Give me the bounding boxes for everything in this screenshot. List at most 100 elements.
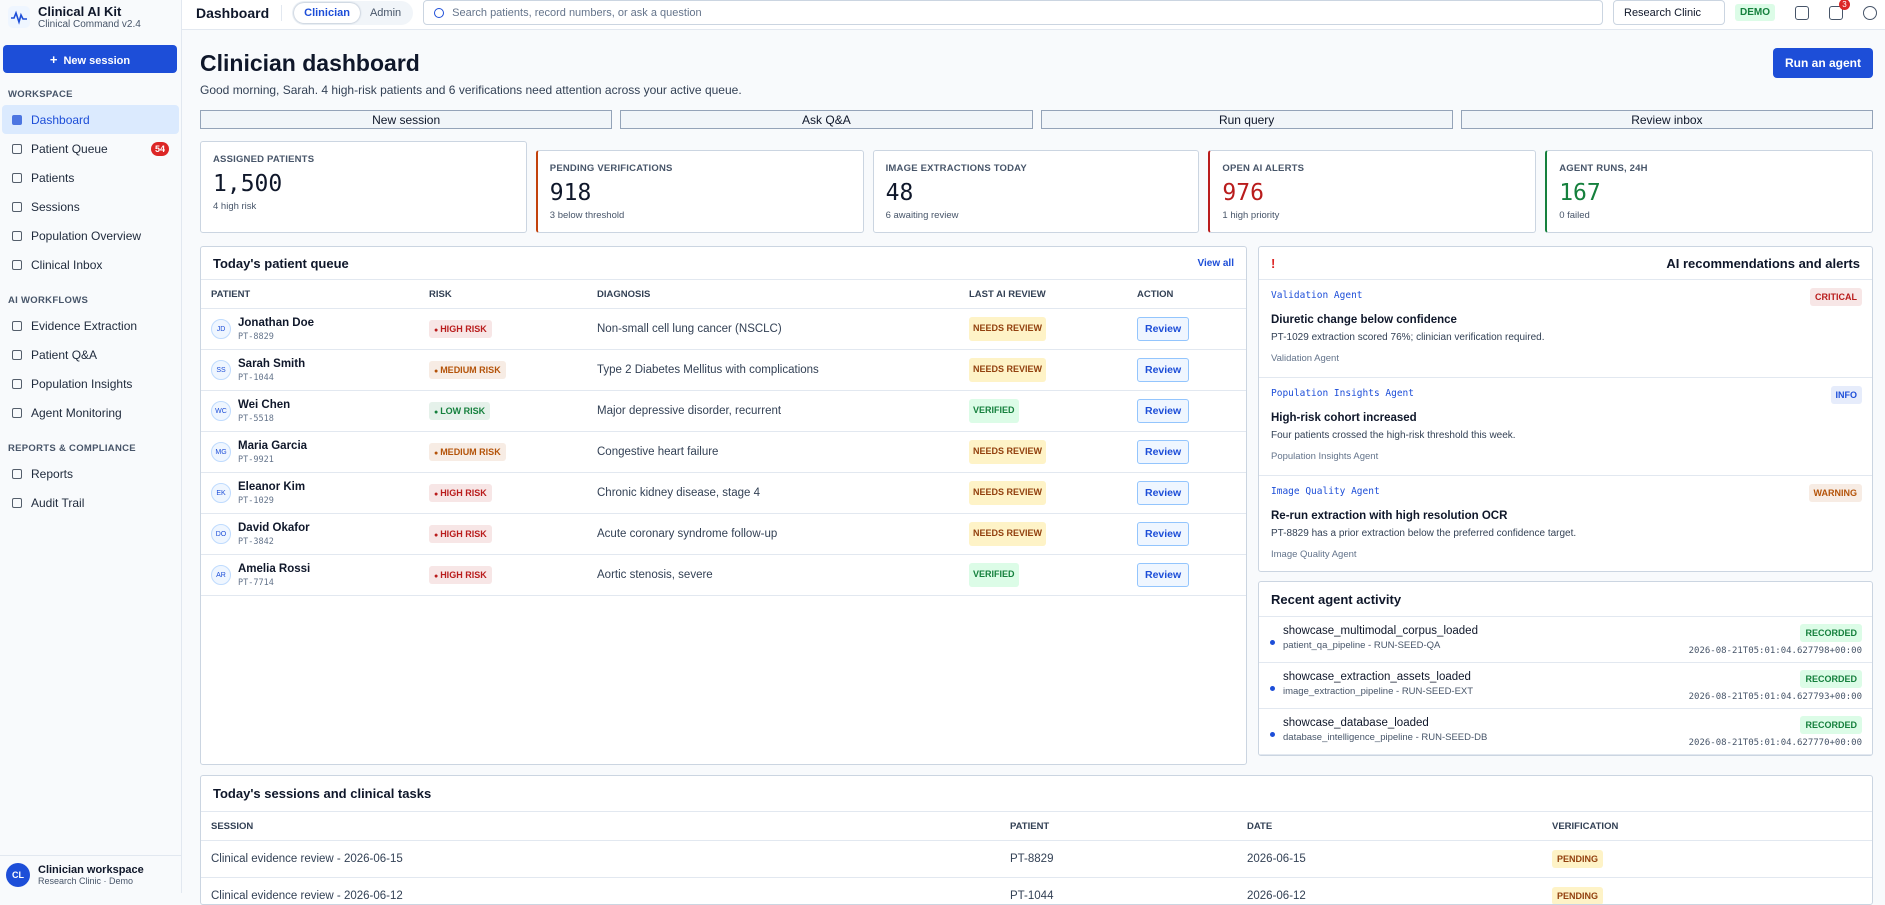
panel-title: Today's sessions and clinical tasks [213,786,432,801]
quick-action[interactable]: Ask Q&A [620,110,1033,129]
role-tabs: Clinician Admin [292,0,414,25]
session-cell: Clinical evidence review - 2026-06-15 [211,853,403,865]
nav-item[interactable]: Patient Q&A [2,340,179,369]
alert-item: Image Quality Agent WARNING Re-run extract… [1259,476,1872,571]
patient-cell: AR Amelia Rossi PT-7714 [211,563,429,588]
review-button[interactable]: Review [1137,358,1190,382]
queue-row: SS Sarah Smith PT-1044 MEDIUM RISK Type 2 Di… [201,350,1246,391]
dashboard-subtitle: Good morning, Sarah. 4 high-risk patient… [200,83,742,97]
patient-cell: SS Sarah Smith PT-1044 [211,358,429,383]
patient-id: PT-1044 [238,372,274,383]
nav-item[interactable]: Sessions [2,192,179,221]
nav-item[interactable]: Population Overview [2,221,179,250]
role-tab[interactable]: Admin [369,6,402,19]
event-name: showcase_multimodal_corpus_loaded [1283,625,1478,637]
nav-item[interactable]: Reports [2,459,179,488]
review-button[interactable]: Review [1137,481,1190,505]
workspace-switcher[interactable]: CL Clinician workspace Research Clinic · D… [0,855,181,893]
logo [8,6,30,28]
search-input[interactable]: Search patients, record numbers, or ask … [423,0,1603,25]
quick-action[interactable]: New session [200,110,613,129]
action-cell: Review [1137,522,1246,546]
quick-action[interactable]: Review inbox [1460,110,1873,129]
nav-icon [12,143,22,154]
alert-text: PT-8829 has a prior extraction below the… [1271,528,1577,539]
nav-item[interactable]: Patient Queue 54 [2,134,179,163]
review-button[interactable]: Review [1137,440,1190,464]
risk-badge: MEDIUM RISK [429,443,506,461]
patient-name: Amelia Rossi [238,562,311,575]
session-cell: Clinical evidence review - 2026-06-12 [211,890,403,902]
role-tab[interactable]: Clinician [294,2,360,23]
event-name: showcase_database_loaded [1283,717,1429,729]
column-header: DIAGNOSIS [597,288,651,300]
settings-icon[interactable] [1863,5,1877,20]
patient-name: David Okafor [238,521,310,534]
brand-subtitle: Clinical Command v2.4 [38,19,141,30]
patient-avatar: MG [211,442,231,462]
new-session-button[interactable]: New session [3,45,177,73]
session-row[interactable]: Clinical evidence review - 2026-06-15 PT-… [201,841,1872,878]
panel-title: Recent agent activity [1271,591,1402,607]
review-button[interactable]: Review [1137,522,1190,546]
review-badge: NEEDS REVIEW [969,481,1047,505]
agent-name: Image Quality Agent [1271,486,1380,497]
nav-label: Reports [31,466,74,481]
clinic-select[interactable]: Research Clinic [1613,0,1725,25]
topbar: Dashboard Clinician Admin Search patients, … [182,0,1885,30]
workspace-text: Clinician workspace Research Clinic · Dem… [38,864,144,886]
stat-note: 6 awaiting review [885,210,959,221]
review-button[interactable]: Review [1137,399,1190,423]
panel-header: Recent agent activity [1259,582,1872,617]
patient-id: PT-5518 [238,413,274,424]
nav-item[interactable]: Agent Monitoring [2,398,179,427]
timestamp: 2026-08-21T05:01:04.627770+00:00 [1688,738,1862,748]
risk-badge: HIGH RISK [429,525,492,543]
session-row[interactable]: Clinical evidence review - 2026-06-12 PT-… [201,878,1872,904]
nav-item[interactable]: Patients [2,163,179,192]
stat-card: OPEN AI ALERTS 976 1 high priority [1208,150,1537,233]
status-badge: RECORDED [1800,716,1862,734]
stat-card: AGENT RUNS, 24H 167 0 failed [1545,150,1873,233]
nav-item[interactable]: Evidence Extraction [2,311,179,340]
patient-text: Jonathan Doe PT-8829 [238,317,314,342]
agent-activity: Recent agent activity showcase_multimodal… [1258,581,1873,756]
nav-icon [12,497,22,508]
run-agent-button[interactable]: Run an agent [1772,48,1873,78]
pipeline: patient_qa_pipeline - RUN-SEED-QA [1283,640,1441,651]
diagnosis: Chronic kidney disease, stage 4 [597,487,761,499]
nav-label: Population Insights [31,376,133,391]
nav-label: Audit Trail [31,495,85,510]
nav-icon [12,378,22,389]
stat-label: PENDING VERIFICATIONS [549,163,673,174]
action-cell: Review [1137,358,1246,382]
patient-name: Sarah Smith [238,357,306,370]
nav-item[interactable]: Dashboard [2,105,179,134]
nav-icon [12,201,22,212]
diagnosis: Congestive heart failure [597,446,719,458]
nav-icon [12,172,22,183]
stat-value: 167 [1559,180,1601,206]
stat-note: 4 high risk [213,201,257,212]
queue-row: AR Amelia Rossi PT-7714 HIGH RISK Aortic ste… [201,555,1246,596]
nav-label: Patients [31,170,75,185]
nav-item[interactable]: Population Insights [2,369,179,398]
agent-name: Validation Agent [1271,290,1363,301]
risk-cell: HIGH RISK [429,320,597,338]
quick-action[interactable]: Run query [1040,110,1453,129]
patient-text: Wei Chen PT-5518 [238,399,290,424]
notifications-icon[interactable]: 3 [1829,0,1850,20]
session-cell: 2026-06-12 [1247,890,1306,902]
nav-label: Patient Queue [31,141,108,156]
inbox-icon[interactable] [1795,5,1809,20]
severity-badge: CRITICAL [1810,288,1862,306]
nav-item[interactable]: Audit Trail [2,488,179,517]
patient-id: PT-8829 [238,331,274,342]
view-all-link[interactable]: View all [1197,257,1234,269]
nav-item[interactable]: Clinical Inbox [2,250,179,279]
nav-icon [12,349,22,360]
patient-text: Maria Garcia PT-9921 [238,440,307,465]
review-button[interactable]: Review [1137,563,1190,587]
review-button[interactable]: Review [1137,317,1190,341]
